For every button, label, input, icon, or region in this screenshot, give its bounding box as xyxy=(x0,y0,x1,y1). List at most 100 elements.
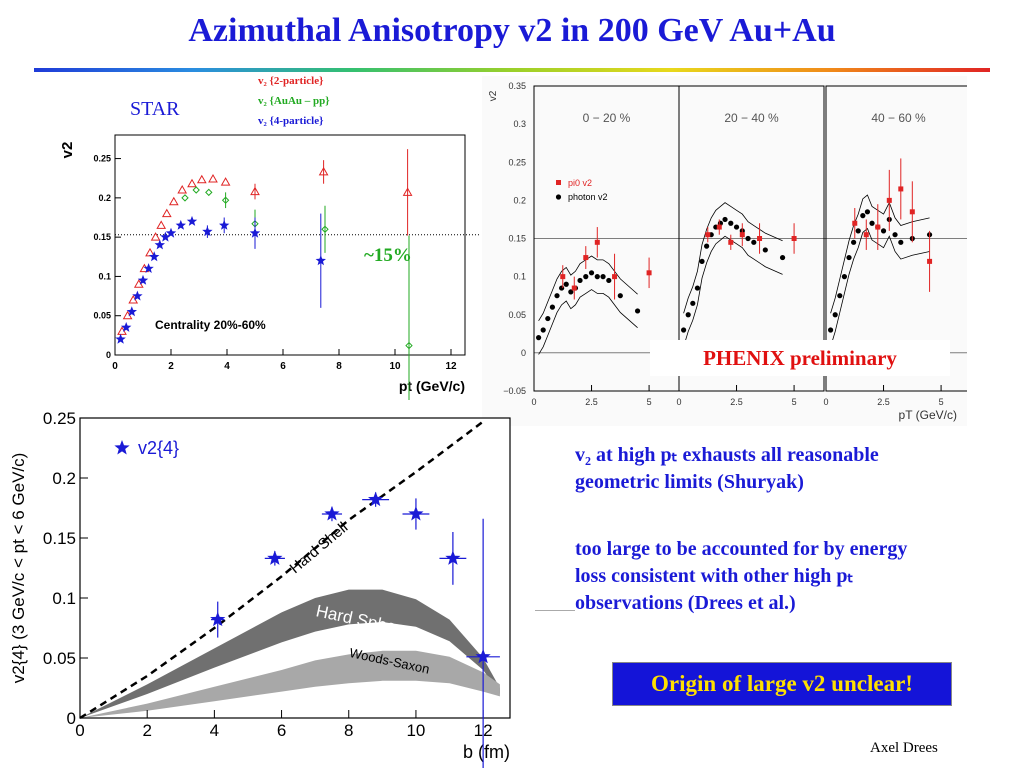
legend-auau-pp: v₂ {AuAu – pp} xyxy=(258,95,330,107)
x-tick-label: 2.5 xyxy=(877,397,890,407)
photon-point xyxy=(728,220,734,226)
data-point xyxy=(177,184,188,194)
photon-point xyxy=(751,239,757,245)
photon-point xyxy=(855,228,861,234)
conclusion-box: Origin of large v2 unclear! xyxy=(612,662,952,706)
y-tick-label: 0.05 xyxy=(508,310,526,320)
data-point xyxy=(192,186,200,194)
y-tick-label: 0.2 xyxy=(513,195,526,205)
data-point xyxy=(249,227,261,238)
pi0-point xyxy=(594,239,600,245)
connector-line xyxy=(535,610,575,611)
y-tick-label: 0.1 xyxy=(98,271,111,281)
x-tick-label: 6 xyxy=(280,361,286,372)
pi0-point xyxy=(791,236,797,241)
y-tick-label: 0.1 xyxy=(513,272,526,282)
photon-point xyxy=(864,209,871,215)
x-tick-label: 4 xyxy=(224,361,230,372)
text1-line2: geometric limits (Shuryak) xyxy=(575,471,804,493)
photon-point xyxy=(554,293,560,299)
systematic-band-lower xyxy=(538,289,638,355)
data-point xyxy=(315,255,326,266)
data-point xyxy=(150,232,161,241)
y-tick-label: 0.15 xyxy=(508,234,526,244)
x-tick-label: 4 xyxy=(210,721,219,740)
photon-point xyxy=(841,274,848,280)
legend-label: v2{4} xyxy=(138,438,179,458)
text-geometric-limits: v₂ at high pₜ exhausts all reasonable ge… xyxy=(575,442,879,496)
photon-point xyxy=(583,274,589,280)
photon-point xyxy=(563,281,569,287)
x-tick-label: 2 xyxy=(168,361,174,372)
photon-point xyxy=(545,315,551,322)
woods-saxon-band xyxy=(80,650,500,718)
y-tick-label: 0 xyxy=(521,348,526,358)
systematic-band-upper xyxy=(830,194,930,314)
x-axis-label: pT (GeV/c) xyxy=(899,408,957,422)
pi0-point xyxy=(863,232,869,238)
photon-point xyxy=(860,213,866,219)
systematic-band-upper xyxy=(538,255,638,322)
photon-point xyxy=(694,285,701,291)
y-tick-label: 0.15 xyxy=(43,529,76,548)
text2-line2: loss consistent with other high pₜ xyxy=(575,565,854,587)
data-point xyxy=(165,227,177,238)
y-tick-label: 0.2 xyxy=(52,469,76,488)
text2-line1: too large to be accounted for by energy xyxy=(575,538,908,560)
pi0-point xyxy=(583,255,589,261)
text-energy-loss: too large to be accounted for by energy … xyxy=(575,536,907,617)
panel-frame xyxy=(678,85,825,392)
data-point xyxy=(267,550,283,565)
author-name: Axel Drees xyxy=(870,740,938,756)
data-point xyxy=(321,225,329,233)
photon-point xyxy=(685,312,691,318)
y-tick-label: 0.15 xyxy=(93,232,111,242)
y-tick-label: 0.35 xyxy=(508,81,526,91)
centrality-annotation: Centrality 20%-60% xyxy=(155,318,266,332)
y-tick-label: 0.3 xyxy=(513,119,526,129)
data-point xyxy=(219,219,230,230)
data-point xyxy=(368,491,384,507)
x-tick-label: 0 xyxy=(75,721,84,740)
text2-line3: observations (Drees et al.) xyxy=(575,592,796,614)
data-point xyxy=(205,188,213,197)
plot-frame xyxy=(114,134,466,356)
x-axis-label: pt (GeV/c) xyxy=(399,378,465,394)
pi0-point xyxy=(909,209,915,215)
photon-point xyxy=(536,335,542,341)
legend-pi0-label: pi0 v2 xyxy=(568,178,592,188)
y-tick-label: 0.2 xyxy=(98,193,111,203)
photon-point xyxy=(600,274,606,280)
data-point xyxy=(250,186,260,196)
legend-photon-label: photon v2 xyxy=(568,192,608,202)
fifteen-percent-label: ~15% xyxy=(364,245,412,266)
y-tick-label: 0 xyxy=(106,350,111,360)
data-point xyxy=(161,208,172,218)
photon-point xyxy=(704,243,710,249)
y-tick-label: 0.05 xyxy=(43,649,76,668)
data-point xyxy=(324,506,340,521)
hard-sphere-band xyxy=(80,589,500,718)
data-point xyxy=(318,166,329,176)
data-point xyxy=(168,196,179,206)
pi0-point xyxy=(705,232,711,238)
pi0-point xyxy=(571,285,577,291)
data-point xyxy=(196,174,207,184)
x-tick-label: 0 xyxy=(112,361,118,372)
data-point xyxy=(220,177,231,186)
y-tick-label: 0.25 xyxy=(43,409,76,428)
photon-point xyxy=(699,258,705,264)
x-tick-label: 6 xyxy=(277,721,286,740)
data-point xyxy=(186,215,198,226)
photon-point xyxy=(549,304,556,310)
photon-point xyxy=(606,277,612,284)
pi0-point xyxy=(875,224,881,230)
y-tick-label: 0.25 xyxy=(508,157,526,167)
y-tick-label: 0 xyxy=(67,709,76,728)
data-point xyxy=(187,178,197,188)
photon-point xyxy=(898,239,904,245)
x-tick-label: 0 xyxy=(823,397,828,407)
photon-point xyxy=(733,224,740,230)
x-tick-label: 5 xyxy=(647,397,652,407)
